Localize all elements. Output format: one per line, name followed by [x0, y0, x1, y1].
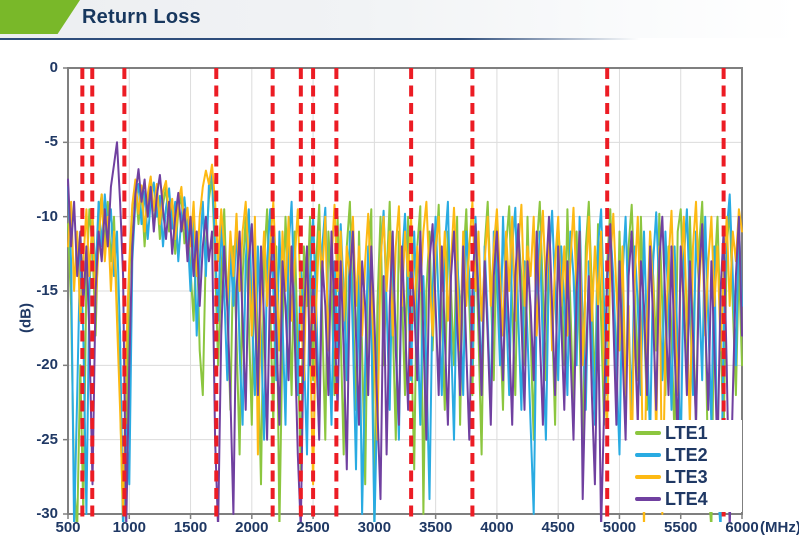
series-line-lte1	[67, 177, 743, 522]
legend-item-lte1: LTE1	[628, 423, 742, 444]
legend-swatch-lte4	[635, 497, 661, 501]
header: Return Loss	[0, 0, 799, 40]
legend-swatch-lte2	[635, 453, 661, 457]
y-tick-label: -10	[36, 207, 58, 225]
x-tick-label: 1000	[112, 519, 146, 536]
x-tick-label: 1500	[173, 519, 208, 536]
y-tick-label: -5	[44, 133, 58, 151]
header-underline	[0, 38, 640, 40]
return-loss-chart: 0 -5 -10 -15 -20 -25 -30 500 1000 1500 2000 2500 30…	[0, 40, 799, 554]
legend-label-lte2: LTE2	[665, 445, 708, 465]
series-line-lte3	[67, 163, 743, 522]
x-tick-label: 500	[55, 519, 81, 536]
x-tick-label: 6000	[725, 519, 759, 536]
x-tick-label: 5000	[602, 519, 637, 536]
x-tick-label: 3000	[357, 519, 392, 536]
legend-item-lte4: LTE4	[628, 489, 742, 510]
x-tick-label: 2000	[235, 519, 269, 536]
legend: LTE1 LTE2 LTE3 LTE4	[628, 420, 742, 512]
legend-label-lte1: LTE1	[665, 423, 708, 443]
y-tick-label: 0	[49, 59, 58, 76]
x-tick-label: 3500	[418, 519, 453, 536]
x-axis-unit: (MHz)	[760, 519, 799, 536]
legend-label-lte3: LTE3	[665, 467, 708, 487]
y-axis-unit: (dB)	[17, 303, 35, 333]
x-tick-label: 5500	[664, 519, 698, 536]
legend-swatch-lte3	[635, 475, 661, 479]
legend-item-lte3: LTE3	[628, 467, 742, 488]
y-tick-label: -15	[36, 282, 58, 299]
legend-swatch-lte1	[635, 431, 661, 435]
x-tick-label: 4500	[541, 519, 575, 536]
series-line-lte4	[67, 141, 743, 522]
legend-label-lte4: LTE4	[665, 489, 708, 509]
legend-item-lte2: LTE2	[628, 445, 742, 466]
x-tick-label: 4000	[480, 519, 514, 536]
y-tick-label: -25	[36, 430, 58, 448]
page-title: Return Loss	[82, 6, 201, 28]
y-tick-label: -30	[36, 505, 58, 522]
y-tick-label: -20	[36, 356, 58, 374]
x-tick-label: 2500	[296, 519, 330, 536]
